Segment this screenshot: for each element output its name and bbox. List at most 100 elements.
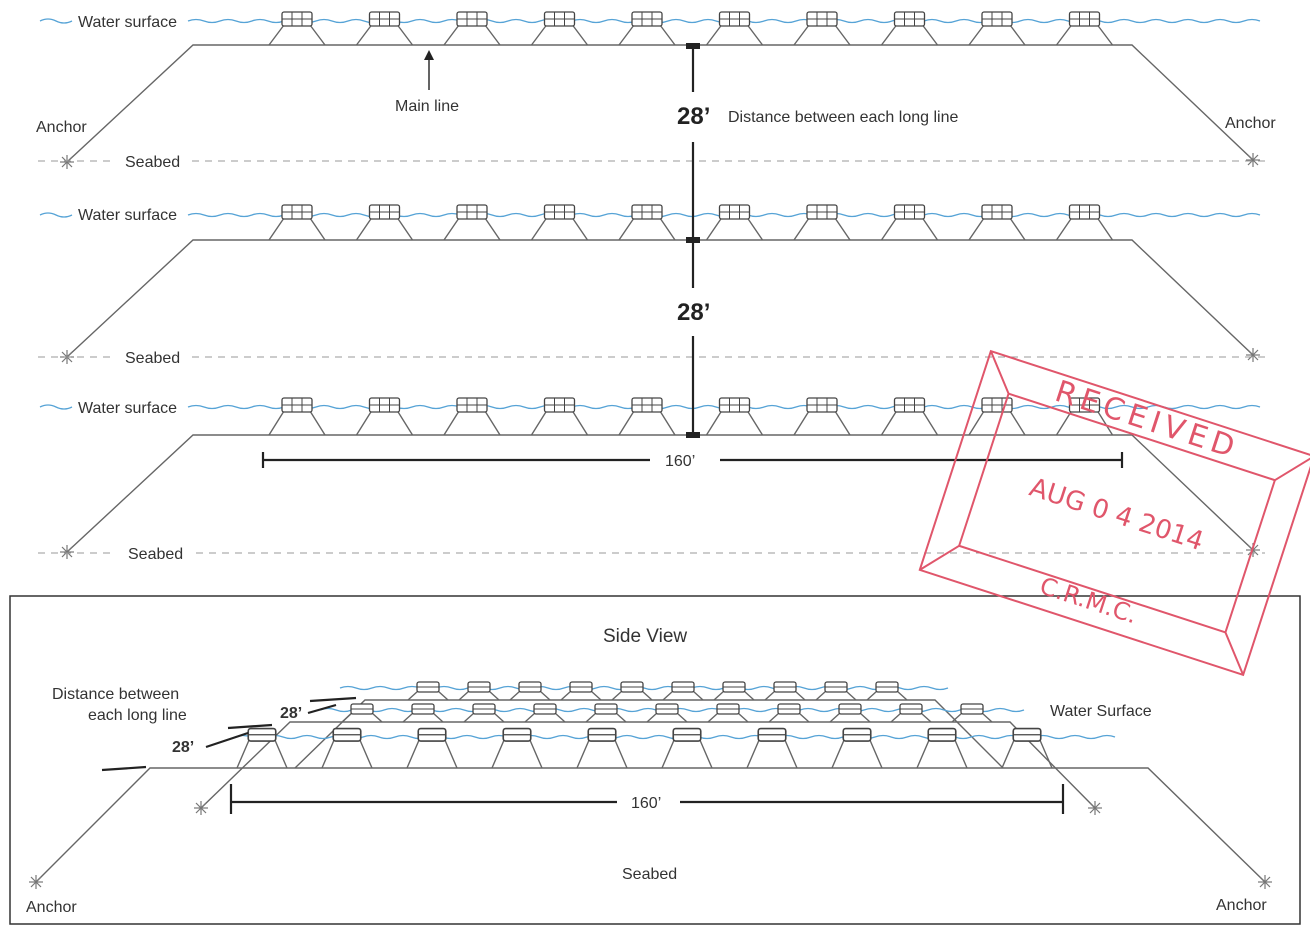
buoy-float-icon [806, 204, 838, 220]
float-tether [443, 24, 501, 46]
spacing-value: 28’ [172, 739, 194, 756]
buoy-float-icon [773, 681, 797, 693]
buoy-float-icon [417, 727, 447, 742]
float-row [236, 727, 1053, 769]
buoy-float-icon [620, 681, 644, 693]
buoy-float-icon [960, 703, 984, 715]
long-line-3: Water surface Seabed 160’ [38, 397, 1265, 563]
length-value: 160’ [665, 453, 695, 470]
buoy-float-icon [1068, 204, 1101, 220]
float-tether [443, 410, 501, 436]
float-tether [831, 738, 883, 769]
buoy-float-icon [893, 397, 926, 413]
float-tether [1055, 24, 1114, 46]
float-tether [236, 738, 288, 769]
anchor-icon [1087, 800, 1103, 816]
water-surface-label: Water Surface [1050, 703, 1152, 720]
anchor-right-icon [1257, 874, 1273, 890]
buoy-float-icon [806, 397, 838, 413]
float-tether [321, 738, 373, 769]
water-surface-label: Water surface [78, 14, 177, 31]
float-tether [341, 712, 383, 723]
float-tether [268, 24, 326, 46]
buoy-float-icon [416, 681, 440, 693]
float-tether [707, 712, 749, 723]
main-line [66, 434, 1254, 553]
anchor-right-icon [1245, 152, 1261, 168]
float-tether [618, 217, 676, 241]
float-tether [880, 24, 939, 46]
float-tether [268, 217, 326, 241]
float-tether [661, 738, 713, 769]
side-line-front [28, 727, 1273, 890]
float-tether [829, 712, 871, 723]
float-tether [866, 690, 908, 701]
float-row [268, 11, 1114, 46]
buoy-float-icon [467, 681, 491, 693]
anchor-icon [193, 800, 209, 816]
float-tether [618, 410, 676, 436]
float-tether [463, 712, 505, 723]
stamp-received: RECEIVED [1051, 374, 1244, 466]
buoy-float-icon [569, 681, 593, 693]
buoy-float-icon [777, 703, 801, 715]
float-tether [406, 738, 458, 769]
water-surface-label: Water surface [78, 207, 177, 224]
buoy-float-icon [757, 727, 787, 742]
float-tether [611, 690, 653, 701]
main-line [66, 44, 1254, 163]
anchor-right-label: Anchor [1216, 897, 1267, 914]
float-tether [951, 712, 993, 723]
length-value: 160’ [631, 795, 661, 812]
float-tether [968, 24, 1026, 46]
buoy-float-icon [368, 397, 401, 413]
long-line-1: Water surface Anchor Anchor Seabed Main … [36, 11, 1276, 171]
spacing-dimension: 28’ Distance between each long line 28’ [677, 43, 958, 438]
float-tether [646, 712, 688, 723]
anchor-left-label: Anchor [26, 899, 77, 916]
float-tether [530, 24, 589, 46]
float-tether [880, 410, 939, 436]
side-view-panel: Side View Distance between each long lin… [9, 595, 1301, 925]
buoy-float-icon [899, 703, 923, 715]
water-surface-line [39, 212, 73, 218]
float-tether [458, 690, 500, 701]
buoy-float-icon [722, 681, 746, 693]
buoy-float-icon [456, 397, 488, 413]
spacing-value: 28’ [280, 705, 302, 722]
plan-view: Water surface Anchor Anchor Seabed Main … [36, 11, 1276, 563]
float-tether [509, 690, 551, 701]
seabed-label: Seabed [125, 154, 180, 171]
float-row [341, 703, 993, 723]
buoy-float-icon [594, 703, 618, 715]
float-tether [713, 690, 755, 701]
float-tether [890, 712, 932, 723]
main-line [35, 767, 1266, 883]
stamp-office: C.R.M.C. [1036, 572, 1140, 630]
buoy-float-icon [350, 703, 374, 715]
buoy-float-icon [587, 727, 617, 742]
anchor-left-label: Anchor [36, 119, 87, 136]
float-tether [530, 217, 589, 241]
float-tether [880, 217, 939, 241]
buoy-float-icon [247, 727, 277, 742]
float-row [268, 397, 1114, 436]
buoy-float-icon [518, 681, 542, 693]
buoy-float-icon [281, 11, 313, 27]
float-tether [576, 738, 628, 769]
seabed-label: Seabed [125, 350, 180, 367]
spacing-caption-line1: Distance between [52, 686, 179, 703]
length-dimension: 160’ [261, 452, 1124, 470]
buoy-float-icon [533, 703, 557, 715]
float-tether [355, 24, 414, 46]
length-dimension: 160’ [229, 784, 1065, 814]
buoy-float-icon [824, 681, 848, 693]
float-tether [585, 712, 627, 723]
buoy-float-icon [456, 204, 488, 220]
buoy-float-icon [502, 727, 532, 742]
buoy-float-icon [806, 11, 838, 27]
buoy-float-icon [718, 397, 751, 413]
buoy-float-icon [368, 204, 401, 220]
float-tether [793, 410, 851, 436]
